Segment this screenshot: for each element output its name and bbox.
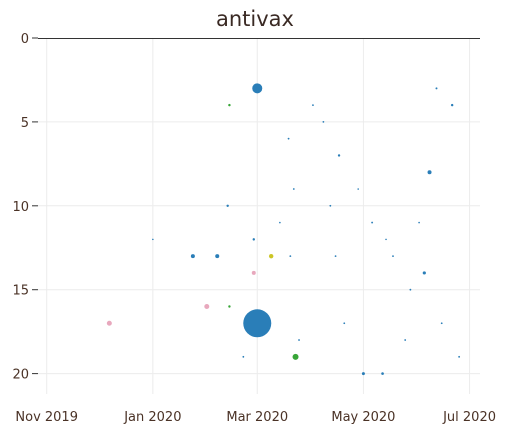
data-point [440,322,443,325]
data-point [252,83,263,94]
data-point [279,221,281,224]
x-tick-label: May 2020 [331,410,395,425]
data-point [298,339,300,341]
x-tick-label: Nov 2019 [15,410,78,425]
data-point [418,221,420,224]
data-point [215,254,220,259]
data-point [292,353,299,360]
y-tick-label: 10 [12,200,29,215]
data-point [337,154,341,157]
data-point [312,104,314,107]
data-points [106,83,461,376]
data-point [268,253,274,259]
data-point [292,188,295,190]
data-point [106,320,112,326]
data-point [334,255,337,258]
data-point [329,204,332,207]
data-point [361,372,365,376]
y-tick-label: 15 [12,284,29,299]
data-point [371,221,374,224]
data-point [404,339,407,341]
x-tick-label: Mar 2020 [226,410,288,425]
chart-title: antivax [216,7,294,31]
data-point [226,204,229,208]
y-axis-ticks: 0 5 10 15 20 [12,32,38,383]
data-point [228,305,231,308]
data-point [242,355,245,358]
data-point [287,137,290,140]
x-axis-ticks: Nov 2019 Jan 2020 Mar 2020 May 2020 Jul 2020 [15,410,496,425]
data-point [392,255,394,258]
x-tick-label: Jan 2020 [123,410,181,425]
data-point [289,255,292,258]
data-point [385,238,387,241]
data-point [252,238,255,241]
data-point [343,322,346,325]
data-point [357,188,359,190]
y-tick-label: 0 [21,32,29,47]
data-point [204,303,210,309]
y-tick-label: 20 [12,368,29,383]
data-point [152,238,154,241]
data-point [409,288,412,291]
data-point [458,355,461,358]
grid [38,38,480,394]
data-point [228,103,231,107]
data-point [190,254,195,259]
data-point [381,372,384,375]
x-tick-label: Jul 2020 [442,410,496,425]
y-tick-label: 5 [21,116,29,131]
data-point [450,103,454,107]
data-point [322,121,325,123]
data-point [435,87,438,90]
data-point [422,271,426,275]
data-point [427,170,432,175]
data-point [251,270,256,275]
data-point [243,309,272,338]
